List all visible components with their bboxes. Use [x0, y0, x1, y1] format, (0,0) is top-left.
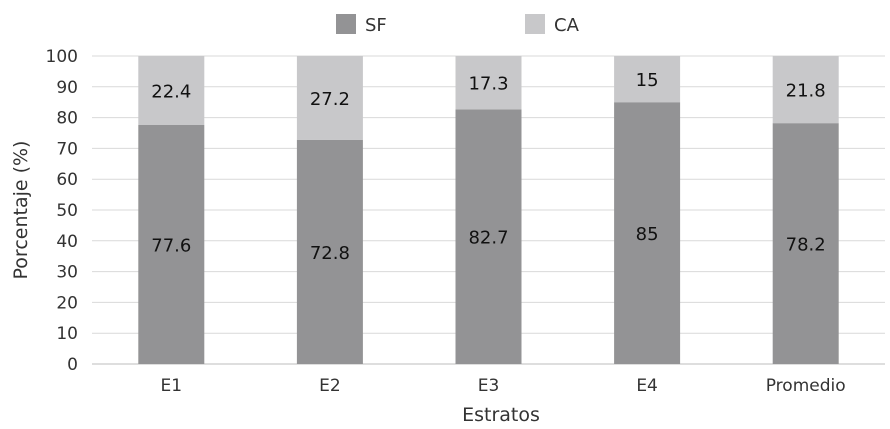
y-tick-label: 50 — [56, 201, 78, 221]
bar-sf-e4 — [614, 102, 681, 364]
data-label: 85 — [636, 224, 659, 245]
x-tick-label: E3 — [478, 376, 500, 396]
x-tick-label: E1 — [161, 376, 183, 396]
y-tick-label: 100 — [46, 47, 78, 67]
bar-ca-e2 — [296, 56, 363, 140]
data-label: 72.8 — [310, 243, 350, 264]
data-label: 22.4 — [151, 81, 191, 102]
legend-swatch-ca — [525, 14, 545, 34]
legend-swatch-sf — [336, 14, 356, 34]
bar-sf-promedio — [772, 123, 839, 364]
y-tick-label: 80 — [56, 109, 78, 129]
x-tick-label: E4 — [636, 376, 658, 396]
data-label: 78.2 — [786, 235, 826, 256]
bar-sf-e2 — [296, 139, 363, 364]
bar-sf-e3 — [455, 109, 522, 364]
bar-ca-e1 — [138, 56, 205, 125]
y-tick-label: 90 — [56, 78, 78, 98]
y-tick-labels: 0 10 20 30 40 50 60 70 80 90 100 — [46, 47, 78, 375]
data-label: 17.3 — [468, 74, 508, 95]
y-tick-label: 20 — [56, 293, 78, 313]
bars: 77.6 22.4 72.8 27.2 82.7 17.3 85 15 78.2 21.8 — [138, 56, 839, 364]
data-label: 82.7 — [468, 228, 508, 249]
bar-ca-promedio — [772, 56, 839, 124]
x-tick-label: E2 — [319, 376, 341, 396]
bar-sf-e1 — [138, 124, 205, 364]
legend: SF CA — [336, 14, 580, 36]
data-label: 27.2 — [310, 89, 350, 110]
data-label: 21.8 — [786, 81, 826, 102]
legend-label-sf: SF — [365, 15, 387, 36]
bar-ca-e4 — [614, 56, 681, 103]
data-label: 15 — [636, 70, 659, 91]
y-tick-label: 40 — [56, 232, 78, 252]
bar-ca-e3 — [455, 56, 522, 110]
data-label: 77.6 — [151, 235, 191, 256]
y-tick-label: 10 — [56, 324, 78, 344]
x-tick-label: Promedio — [766, 376, 846, 396]
y-axis-title: Porcentaje (%) — [10, 141, 32, 280]
y-tick-label: 60 — [56, 170, 78, 190]
y-tick-label: 30 — [56, 263, 78, 283]
y-tick-label: 70 — [56, 139, 78, 159]
x-axis-title: Estratos — [462, 404, 540, 426]
x-tick-labels: E1 E2 E3 E4 Promedio — [161, 376, 846, 396]
y-tick-label: 0 — [67, 355, 78, 375]
legend-label-ca: CA — [554, 15, 580, 36]
